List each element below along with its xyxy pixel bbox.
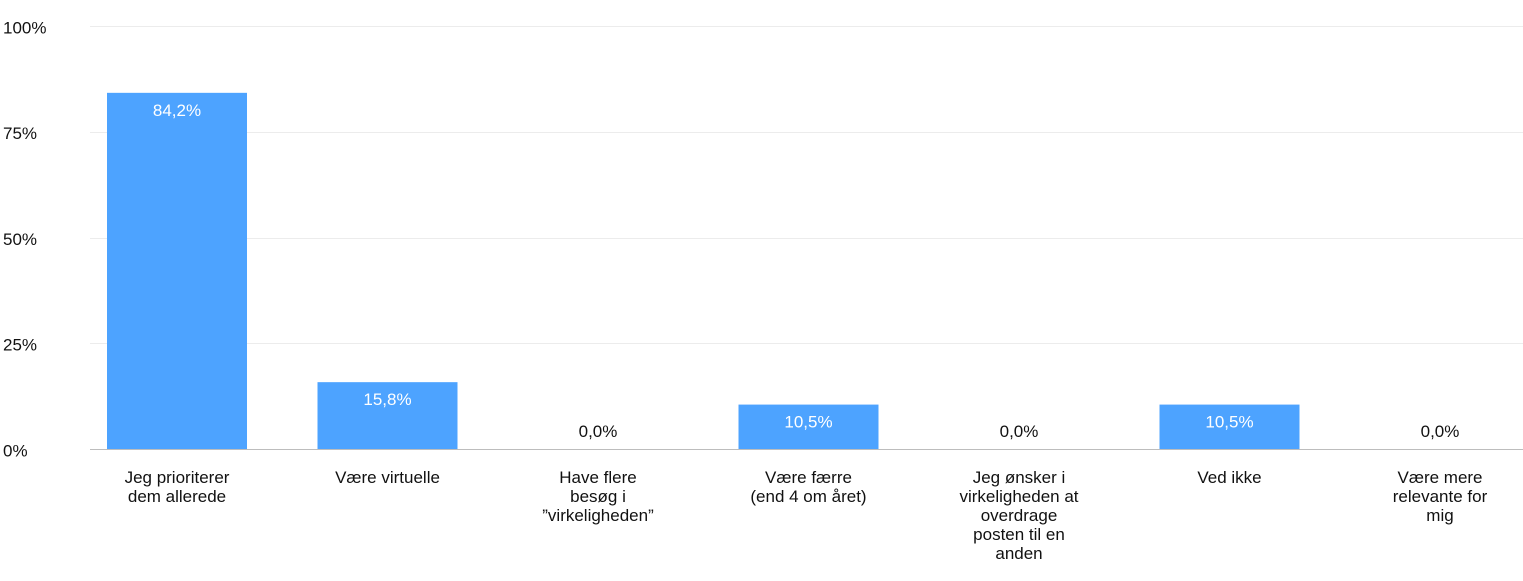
bar-1: [317, 382, 458, 449]
x-tick-label-2-1: besøg i: [570, 487, 626, 506]
y-tick-label: 100%: [3, 18, 46, 37]
bar-5: [1159, 404, 1300, 449]
x-tick-label-2-2: ”virkeligheden”: [542, 506, 654, 525]
x-tick-label-4-4: anden: [995, 544, 1042, 563]
value-label-5: 10,5%: [1205, 413, 1253, 432]
value-label-3: 10,5%: [784, 413, 832, 432]
x-tick-label-4-1: virkeligheden at: [959, 487, 1078, 506]
y-tick-label: 50%: [3, 230, 37, 249]
x-tick-label-4-3: posten til en: [973, 525, 1065, 544]
x-tick-label-2-0: Have flere: [559, 468, 636, 487]
value-label-1: 15,8%: [363, 390, 411, 409]
x-tick-label-6-2: mig: [1426, 506, 1453, 525]
y-tick-label: 25%: [3, 336, 37, 355]
bar-0: [107, 92, 247, 450]
grid-lines: [90, 26, 1523, 450]
value-labels: 84,2% 15,8% 0,0% 10,5% 0,0% 10,5% 0,0%: [153, 101, 1459, 441]
x-tick-label-6-0: Være mere: [1397, 468, 1482, 487]
value-label-2: 0,0%: [579, 422, 618, 441]
x-tick-label-3-0: Være færre: [765, 468, 852, 487]
y-axis-ticks: 0% 25% 50% 75% 100%: [3, 18, 46, 460]
x-tick-label-4-0: Jeg ønsker i: [973, 468, 1066, 487]
value-label-4: 0,0%: [1000, 422, 1039, 441]
x-tick-label-4-2: overdrage: [981, 506, 1058, 525]
x-tick-label-0-1: dem allerede: [128, 487, 226, 506]
x-tick-label-6-1: relevante for: [1393, 487, 1488, 506]
x-tick-label-0-0: Jeg prioriterer: [125, 468, 230, 487]
x-tick-label-1-0: Være virtuelle: [335, 468, 440, 487]
y-tick-label: 75%: [3, 124, 37, 143]
value-label-0: 84,2%: [153, 101, 201, 120]
x-tick-label-5-0: Ved ikke: [1197, 468, 1261, 487]
y-tick-label: 0%: [3, 441, 28, 460]
value-label-6: 0,0%: [1421, 422, 1460, 441]
bars: [107, 92, 1300, 450]
bar-3: [738, 404, 879, 449]
x-tick-label-3-1: (end 4 om året): [750, 487, 866, 506]
